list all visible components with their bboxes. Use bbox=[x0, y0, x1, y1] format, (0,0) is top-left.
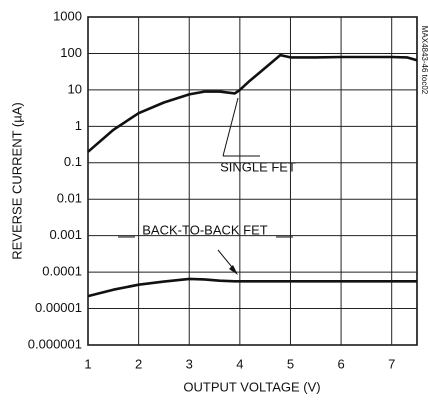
x-tick-label: 2 bbox=[135, 356, 142, 371]
x-tick-label: 6 bbox=[337, 356, 344, 371]
y-tick-label: 0.000001 bbox=[28, 336, 82, 351]
y-tick-label: 1 bbox=[75, 118, 82, 133]
y-tick-label: 1000 bbox=[53, 8, 82, 23]
leader-line bbox=[222, 97, 239, 157]
series-line bbox=[87, 277, 417, 298]
y-tick-label: 100 bbox=[60, 45, 82, 60]
annotation: BACK-TO-BACK FET bbox=[142, 222, 268, 237]
x-tick-label: 3 bbox=[186, 356, 193, 371]
annotation: SINGLE FET bbox=[220, 159, 296, 174]
y-tick-label: 10 bbox=[68, 81, 82, 96]
y-tick-label: 0.00001 bbox=[35, 300, 82, 315]
y-tick-label: 0.1 bbox=[64, 154, 82, 169]
x-tick-label: 5 bbox=[287, 356, 294, 371]
x-tick-label: 4 bbox=[236, 356, 243, 371]
x-tick-label: 7 bbox=[388, 356, 395, 371]
arrow-head bbox=[229, 265, 238, 275]
series-line bbox=[87, 53, 418, 153]
y-tick-label: 0.0001 bbox=[42, 264, 82, 279]
x-tick-label: 1 bbox=[84, 356, 91, 371]
y-tick-label: 0.001 bbox=[49, 227, 82, 242]
y-axis-label: REVERSE CURRENT (µA) bbox=[9, 102, 24, 260]
plot-frame bbox=[87, 16, 418, 346]
figure-id: MAX4843-46 toc02 bbox=[420, 26, 428, 95]
x-axis-label: OUTPUT VOLTAGE (V) bbox=[183, 379, 320, 394]
y-tick-label: 0.01 bbox=[57, 191, 82, 206]
